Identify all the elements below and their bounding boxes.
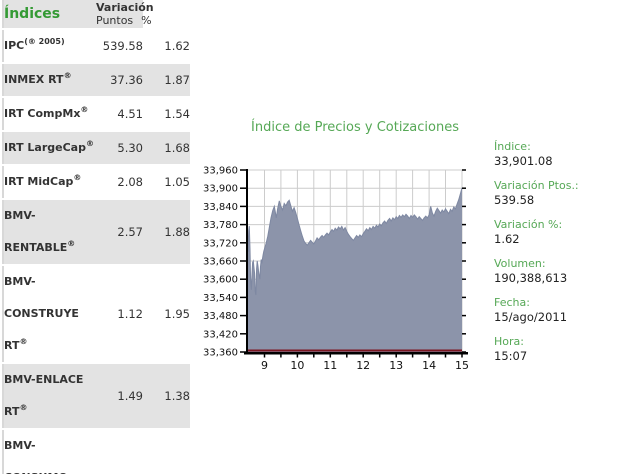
index-name: BMV-ENLACE RT® — [3, 363, 96, 430]
svg-text:9: 9 — [261, 359, 268, 372]
index-name: BMV-CONSTRUYE RT® — [3, 265, 96, 364]
chart-title: Índice de Precios y Cotizaciones — [251, 120, 459, 135]
stat-variacion-pct: Variación %: 1.62 — [494, 217, 614, 247]
svg-text:15: 15 — [455, 359, 469, 372]
table-row: BMV-CONSTRUYE RT® 1.12 1.95 — [3, 265, 190, 364]
table-row: IPC(® 2005) 539.58 1.62 — [3, 29, 190, 64]
variacion-column-header: Variación Puntos% — [96, 0, 154, 30]
stat-label: Volumen: — [494, 257, 546, 270]
registered-mark: ® — [19, 337, 28, 346]
registered-mark: ® — [63, 71, 72, 80]
variacion-pct: 1.38 — [143, 363, 190, 430]
variacion-puntos: 539.58 — [96, 29, 143, 64]
index-name: BMV-CONSUMO FRECUENTE RT® — [3, 429, 96, 474]
stat-value: 539.58 — [494, 193, 535, 207]
variacion-puntos: 1.49 — [96, 363, 143, 430]
variacion-pct: 1.68 — [143, 131, 190, 166]
index-name: IRT CompMx® — [3, 97, 96, 132]
stats-panel: Índice: 33,901.08 Variación Ptos.: 539.5… — [494, 139, 614, 373]
svg-text:11: 11 — [323, 359, 337, 372]
svg-text:33,540: 33,540 — [203, 293, 238, 304]
ipc-intraday-chart: 33,960 33,900 33,840 33,780 33,720 33,660 33,6… — [203, 166, 469, 373]
index-name: INMEX RT® — [3, 63, 96, 98]
index-name: BMV-RENTABLE® — [3, 199, 96, 266]
svg-text:33,960: 33,960 — [203, 166, 238, 177]
stat-variacion-puntos: Variación Ptos.: 539.58 — [494, 178, 614, 208]
variacion-puntos: 4.51 — [96, 97, 143, 132]
stat-label: Hora: — [494, 335, 524, 348]
registered-mark: ® — [85, 139, 94, 148]
variacion-puntos: 2.79 — [96, 429, 143, 474]
stat-label: Variación %: — [494, 218, 563, 231]
table-row: BMV-CONSUMO FRECUENTE RT® 2.79 1.55 — [3, 429, 190, 474]
svg-text:10: 10 — [290, 359, 304, 372]
variacion-puntos: 37.36 — [96, 63, 143, 98]
stat-label: Fecha: — [494, 296, 530, 309]
variacion-pct: 1.87 — [143, 63, 190, 98]
variacion-pct: 1.88 — [143, 199, 190, 266]
indices-table-header: Índices Variación Puntos% — [3, 0, 190, 30]
svg-text:33,420: 33,420 — [203, 329, 238, 340]
stat-volumen: Volumen: 190,388,613 — [494, 256, 614, 286]
indices-table: Índices Variación Puntos% IPC(® 2005) 53… — [2, 0, 190, 474]
puntos-pct-labels: Puntos% — [96, 14, 152, 27]
stat-value: 33,901.08 — [494, 154, 553, 168]
svg-text:33,600: 33,600 — [203, 275, 238, 286]
index-name: IRT LargeCap® — [3, 131, 96, 166]
svg-text:12: 12 — [356, 359, 370, 372]
variacion-puntos: 5.30 — [96, 131, 143, 166]
table-row: IRT MidCap® 2.08 1.05 — [3, 165, 190, 200]
variacion-puntos: 1.12 — [96, 265, 143, 364]
svg-text:13: 13 — [389, 359, 403, 372]
registered-mark: (® 2005) — [24, 37, 65, 46]
svg-text:33,900: 33,900 — [203, 184, 238, 195]
stat-value: 1.62 — [494, 232, 520, 246]
svg-text:33,480: 33,480 — [203, 311, 238, 322]
table-row: INMEX RT® 37.36 1.87 — [3, 63, 190, 98]
variacion-pct: 1.54 — [143, 97, 190, 132]
svg-text:33,840: 33,840 — [203, 202, 238, 213]
table-row: IRT LargeCap® 5.30 1.68 — [3, 131, 190, 166]
svg-text:33,720: 33,720 — [203, 238, 238, 249]
stat-value: 190,388,613 — [494, 271, 568, 285]
variacion-puntos: 2.57 — [96, 199, 143, 266]
variacion-puntos: 2.08 — [96, 165, 143, 200]
table-row: IRT CompMx® 4.51 1.54 — [3, 97, 190, 132]
table-row: BMV-ENLACE RT® 1.49 1.38 — [3, 363, 190, 430]
registered-mark: ® — [19, 403, 28, 412]
stat-label: Variación Ptos.: — [494, 179, 579, 192]
svg-text:33,780: 33,780 — [203, 220, 238, 231]
stat-label: Índice: — [494, 140, 531, 153]
registered-mark: ® — [80, 105, 89, 114]
indices-title: Índices — [3, 0, 96, 30]
index-name: IPC(® 2005) — [3, 29, 96, 64]
stat-fecha: Fecha: 15/ago/2011 — [494, 295, 614, 325]
table-row: BMV-RENTABLE® 2.57 1.88 — [3, 199, 190, 266]
index-name: IRT MidCap® — [3, 165, 96, 200]
svg-text:33,360: 33,360 — [203, 348, 238, 359]
variacion-pct: 1.62 — [143, 29, 190, 64]
stat-value: 15:07 — [494, 349, 528, 363]
registered-mark: ® — [73, 173, 82, 182]
stat-indice: Índice: 33,901.08 — [494, 139, 614, 169]
stat-value: 15/ago/2011 — [494, 310, 568, 324]
variacion-pct: 1.05 — [143, 165, 190, 200]
svg-text:33,660: 33,660 — [203, 257, 238, 268]
stat-hora: Hora: 15:07 — [494, 334, 614, 364]
variacion-label: Variación — [96, 1, 154, 14]
svg-text:14: 14 — [422, 359, 436, 372]
variacion-pct: 1.55 — [143, 429, 190, 474]
variacion-pct: 1.95 — [143, 265, 190, 364]
registered-mark: ® — [67, 239, 76, 248]
